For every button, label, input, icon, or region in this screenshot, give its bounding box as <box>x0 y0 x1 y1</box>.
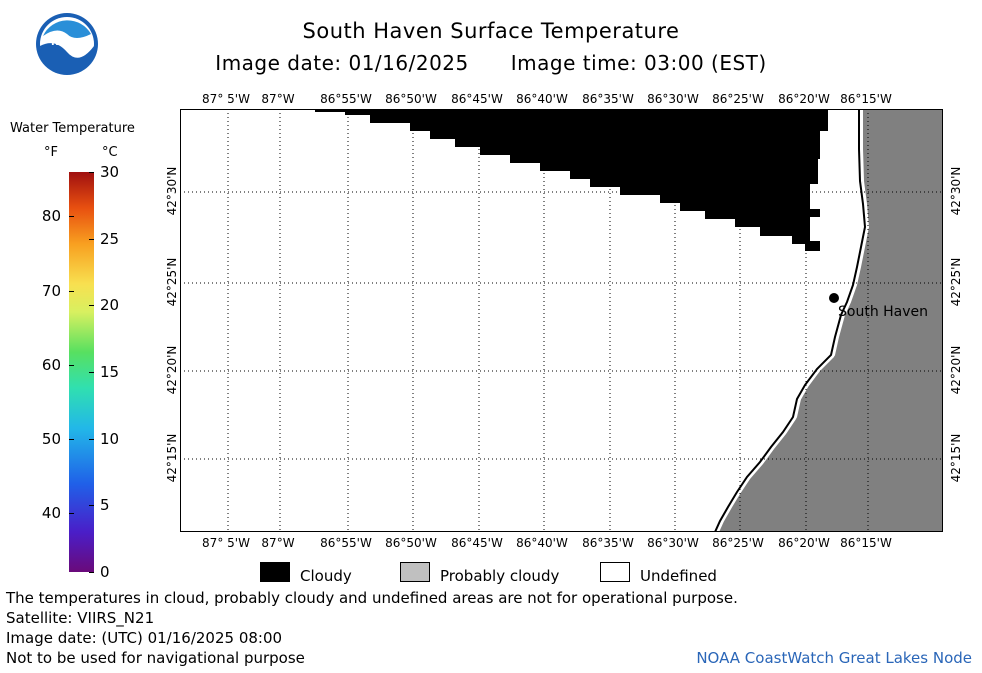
satellite-info: Satellite: VIIRS_N21 <box>6 609 155 627</box>
lon-label: 86°35'W <box>582 536 634 550</box>
colorbar-tick-f <box>69 216 74 218</box>
lat-label: 42°25'N <box>165 257 179 307</box>
place-label: South Haven <box>838 304 928 320</box>
lon-label: 86°45'W <box>451 536 503 550</box>
lon-label: 86°40'W <box>516 92 568 106</box>
image-date: Image date: 01/16/2025 <box>215 51 469 75</box>
legend-swatch <box>260 562 290 582</box>
lon-label: 86°20'W <box>778 92 830 106</box>
colorbar-tick-c <box>89 572 94 573</box>
lon-label: 86°55'W <box>320 536 372 550</box>
lon-label: 87° 5'W <box>202 536 250 550</box>
colorbar-label-f: 80 <box>41 207 61 226</box>
colorbar-label-c: 20 <box>100 296 120 315</box>
logo-text: NOAA <box>51 37 83 48</box>
legend-label: Probably cloudy <box>440 567 560 585</box>
legend-label: Undefined <box>640 567 717 585</box>
colorbar-tick-c <box>89 238 94 240</box>
lon-label: 86°25'W <box>712 92 764 106</box>
coastline <box>714 109 867 532</box>
legend-swatch <box>600 562 630 582</box>
map-frame <box>180 109 943 532</box>
colorbar-unit-f: °F <box>44 145 58 160</box>
noaa-logo-icon: NOAA <box>36 13 98 75</box>
image-time: Image time: 03:00 (EST) <box>510 51 767 75</box>
colorbar-label-c: 5 <box>100 496 110 515</box>
colorbar-label-c: 25 <box>100 229 120 248</box>
colorbar-tick-c <box>89 438 94 440</box>
colorbar-unit-c: °C <box>102 145 118 160</box>
south-haven-marker <box>829 293 839 303</box>
legend-label: Cloudy <box>300 567 352 585</box>
nav-warning: Not to be used for navigational purpose <box>6 649 305 667</box>
credit-link[interactable]: NOAA CoastWatch Great Lakes Node <box>696 649 972 667</box>
footer-note: The temperatures in cloud, probably clou… <box>6 589 738 607</box>
colorbar-title: Water Temperature <box>10 121 135 136</box>
noaa-logo: NOAA <box>35 12 99 76</box>
lat-label: 42°30'N <box>165 166 179 216</box>
lon-label: 86°55'W <box>320 92 372 106</box>
lat-label: 42°20'N <box>165 345 179 395</box>
colorbar-label-c: 30 <box>100 163 120 181</box>
lon-label: 86°30'W <box>647 92 699 106</box>
lat-label: 42°15'N <box>949 433 963 483</box>
coastline-white <box>717 109 870 532</box>
lat-label: 42°15'N <box>165 433 179 483</box>
temperature-map: South Haven <box>180 109 943 532</box>
lon-label: 87° 5'W <box>202 92 250 106</box>
lon-label: 86°25'W <box>712 536 764 550</box>
colorbar-tick-f <box>69 290 74 292</box>
colorbar-tick-c <box>89 172 94 173</box>
image-datetime: Image date: 01/16/2025 Image time: 03:00 … <box>0 51 982 75</box>
lon-label: 86°45'W <box>451 92 503 106</box>
colorbar-label-c: 0 <box>100 563 110 581</box>
colorbar-tick-c <box>89 372 94 373</box>
colorbar-tick-f <box>69 512 74 514</box>
lat-label: 42°25'N <box>949 257 963 307</box>
lon-label: 86°50'W <box>385 536 437 550</box>
lon-label: 86°20'W <box>778 536 830 550</box>
lon-label: 87°W <box>261 92 295 106</box>
land-area <box>718 109 943 532</box>
colorbar-tick-f <box>69 438 74 440</box>
colorbar-label-f: 60 <box>41 355 61 374</box>
colorbar-tick-c <box>89 505 94 507</box>
legend-swatch <box>400 562 430 582</box>
graticule <box>180 109 943 532</box>
utc-date: Image date: (UTC) 01/16/2025 08:00 <box>6 629 283 647</box>
lon-label: 86°15'W <box>840 536 892 550</box>
page-title: South Haven Surface Temperature <box>302 19 680 43</box>
colorbar-tick-f <box>69 364 74 366</box>
colorbar-label-f: 40 <box>41 503 61 522</box>
lon-label: 86°40'W <box>516 536 568 550</box>
lon-label: 86°35'W <box>582 92 634 106</box>
colorbar-label-c: 10 <box>100 429 120 448</box>
lon-label: 87°W <box>261 536 295 550</box>
colorbar-label-c: 15 <box>100 363 120 381</box>
lon-label: 86°30'W <box>647 536 699 550</box>
colorbar-label-f: 70 <box>41 281 61 300</box>
lon-label: 86°50'W <box>385 92 437 106</box>
cloud-area <box>315 109 828 251</box>
lon-label: 86°15'W <box>840 92 892 106</box>
colorbar-label-f: 50 <box>41 429 61 448</box>
colorbar-tick-c <box>89 305 94 307</box>
lat-label: 42°20'N <box>949 345 963 395</box>
lat-label: 42°30'N <box>949 166 963 216</box>
